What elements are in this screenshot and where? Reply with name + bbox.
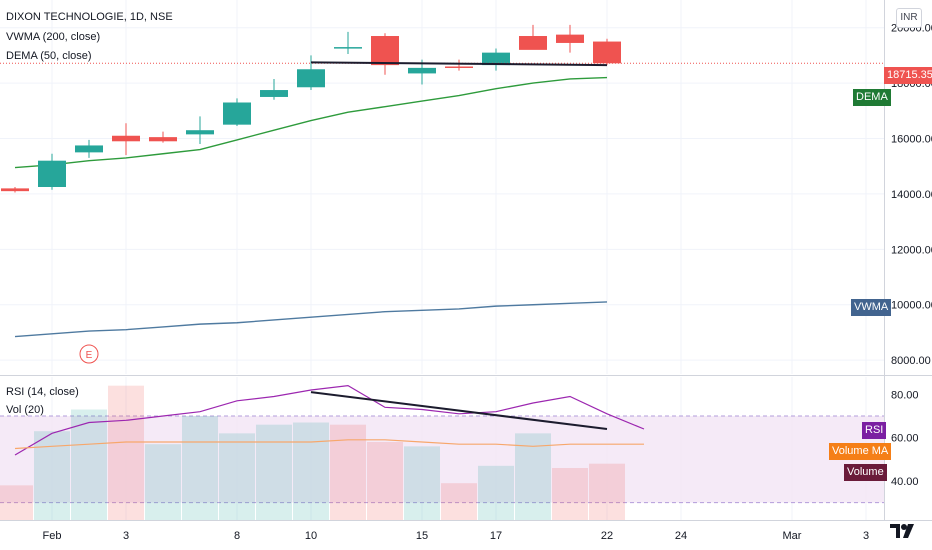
candle	[408, 67, 436, 74]
candle	[75, 145, 103, 153]
volume-bar	[478, 465, 514, 520]
y-tick-label: 12000.00	[891, 244, 932, 256]
candle	[260, 90, 288, 97]
volume-bar	[441, 483, 477, 520]
x-tick-label: 15	[416, 530, 428, 542]
volume-bar	[71, 409, 107, 520]
y-tick-label: 10000.00	[891, 300, 932, 312]
vwma-legend[interactable]: VWMA (200, close)	[6, 31, 101, 43]
volume-bar	[404, 446, 440, 520]
candle	[371, 36, 399, 66]
candle	[556, 34, 584, 43]
y-tick-label: 80.00	[891, 389, 919, 401]
volume-bar	[552, 468, 588, 520]
earnings-marker-label: E	[86, 350, 93, 361]
volume-legend[interactable]: Vol (20)	[6, 404, 44, 416]
volume-ma-tag: Volume MA	[829, 443, 892, 460]
y-tick-label: 8000.00	[891, 355, 931, 367]
volume-bar	[108, 385, 144, 520]
y-tick-label: 16000.00	[891, 134, 932, 146]
x-tick-label: 3	[123, 530, 129, 542]
price-trendline	[310, 61, 608, 67]
rsi-band	[0, 416, 884, 503]
volume-bar	[256, 424, 292, 520]
volume-bar	[182, 416, 218, 520]
series-vwma	[14, 301, 608, 338]
x-tick-label: 17	[490, 530, 502, 542]
candle	[1, 188, 29, 192]
candle	[223, 102, 251, 125]
volume-bar	[589, 463, 625, 520]
dema-legend[interactable]: DEMA (50, close)	[6, 50, 92, 62]
vwma-tag: VWMA	[851, 299, 892, 316]
rsi-legend[interactable]: RSI (14, close)	[6, 386, 79, 398]
symbol-title: DIXON TECHNOLOGIE, 1D, NSE	[6, 11, 173, 23]
candle	[297, 69, 325, 88]
y-tick-label: 40.00	[891, 476, 919, 488]
candle	[149, 137, 177, 142]
candle	[186, 130, 214, 135]
x-tick-label: 3	[863, 530, 869, 542]
volume-bar	[0, 485, 33, 520]
y-tick-label: 14000.00	[891, 189, 932, 201]
tradingview-logo-icon	[890, 524, 914, 538]
rsi-trendline	[310, 391, 608, 430]
x-tick-label: 10	[305, 530, 317, 542]
series-volume-ma	[14, 439, 644, 450]
x-tick-label: 22	[601, 530, 613, 542]
candle	[445, 66, 473, 68]
candle	[593, 41, 621, 64]
volume-bar	[515, 433, 551, 520]
last-price-tag: 18715.35	[884, 67, 932, 84]
volume-bar	[34, 431, 70, 520]
series-rsi	[14, 385, 645, 456]
rsi-tag: RSI	[862, 422, 887, 439]
x-tick-label: Feb	[43, 530, 62, 542]
currency-button[interactable]: INR	[896, 8, 922, 28]
candle	[482, 52, 510, 66]
candle	[38, 160, 66, 187]
x-tick-label: 8	[234, 530, 240, 542]
volume-bar	[145, 444, 181, 520]
candle	[334, 47, 362, 49]
volume-bar	[219, 433, 255, 520]
volume-tag: Volume	[844, 464, 887, 481]
candle	[519, 36, 547, 50]
candle	[112, 135, 140, 142]
x-tick-label: Mar	[783, 530, 802, 542]
volume-bar	[367, 442, 403, 520]
volume-bar	[330, 424, 366, 520]
earnings-marker-icon	[79, 344, 99, 364]
series-dema	[14, 76, 608, 169]
y-tick-label: 60.00	[891, 433, 919, 445]
x-tick-label: 24	[675, 530, 687, 542]
dema-tag: DEMA	[853, 89, 891, 106]
volume-bar	[293, 422, 329, 520]
